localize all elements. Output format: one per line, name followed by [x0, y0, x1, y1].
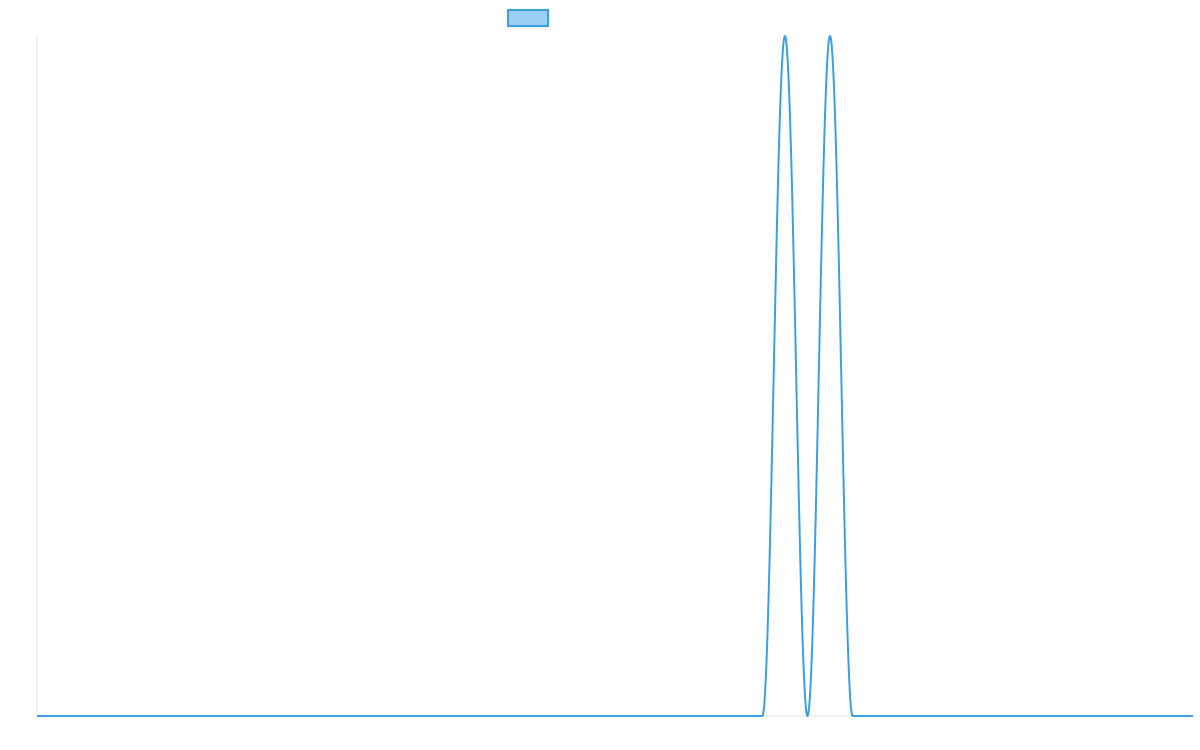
peak-point-0[interactable] — [782, 33, 788, 39]
legend[interactable] — [507, 9, 549, 27]
legend-swatch[interactable] — [507, 9, 549, 27]
peak-point-1[interactable] — [827, 33, 833, 39]
axes — [36, 36, 1193, 717]
series-line-0[interactable] — [36, 35, 1194, 717]
series-layer — [36, 33, 1194, 717]
